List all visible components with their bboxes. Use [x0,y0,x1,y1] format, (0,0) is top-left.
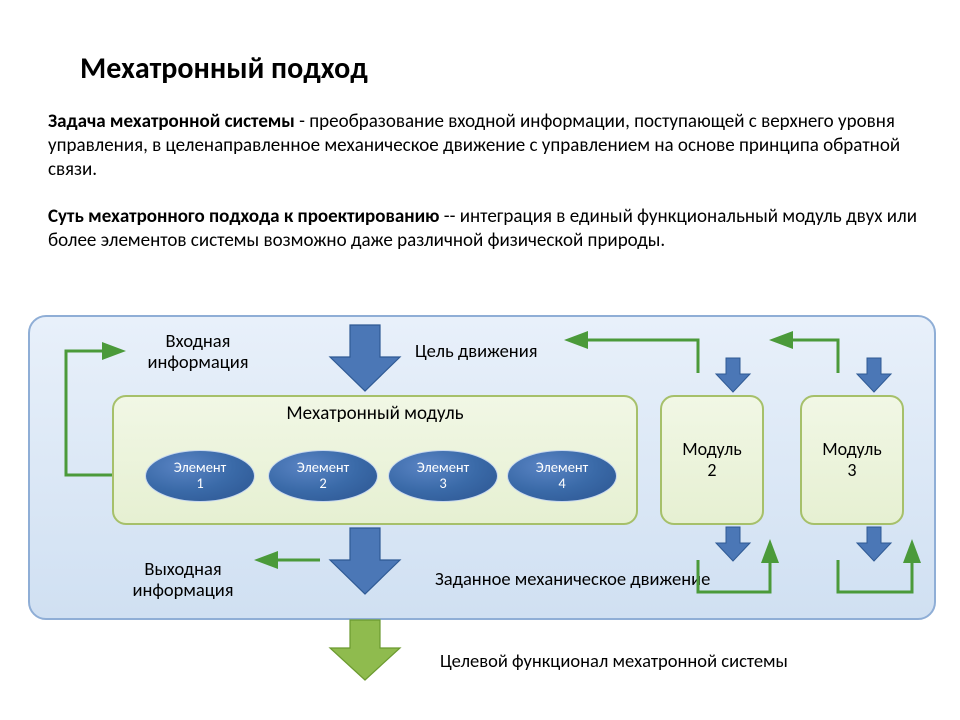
green-connectors [0,0,960,720]
